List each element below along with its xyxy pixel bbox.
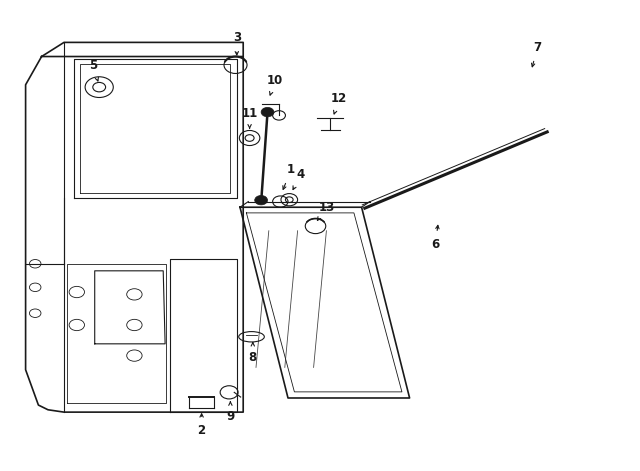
Text: 2: 2 bbox=[198, 424, 205, 438]
Text: 8: 8 bbox=[249, 351, 257, 365]
Text: 6: 6 bbox=[431, 238, 439, 252]
Text: 3: 3 bbox=[233, 31, 241, 44]
Text: 7: 7 bbox=[534, 41, 541, 54]
Circle shape bbox=[255, 195, 268, 205]
Circle shape bbox=[261, 107, 274, 117]
Text: 4: 4 bbox=[297, 168, 305, 181]
Text: 12: 12 bbox=[331, 92, 348, 106]
Text: 10: 10 bbox=[267, 73, 284, 87]
Text: 9: 9 bbox=[227, 410, 234, 423]
Text: 11: 11 bbox=[241, 106, 258, 120]
Text: 13: 13 bbox=[318, 201, 335, 214]
Text: 5: 5 bbox=[89, 59, 97, 73]
Text: 1: 1 bbox=[287, 163, 295, 176]
